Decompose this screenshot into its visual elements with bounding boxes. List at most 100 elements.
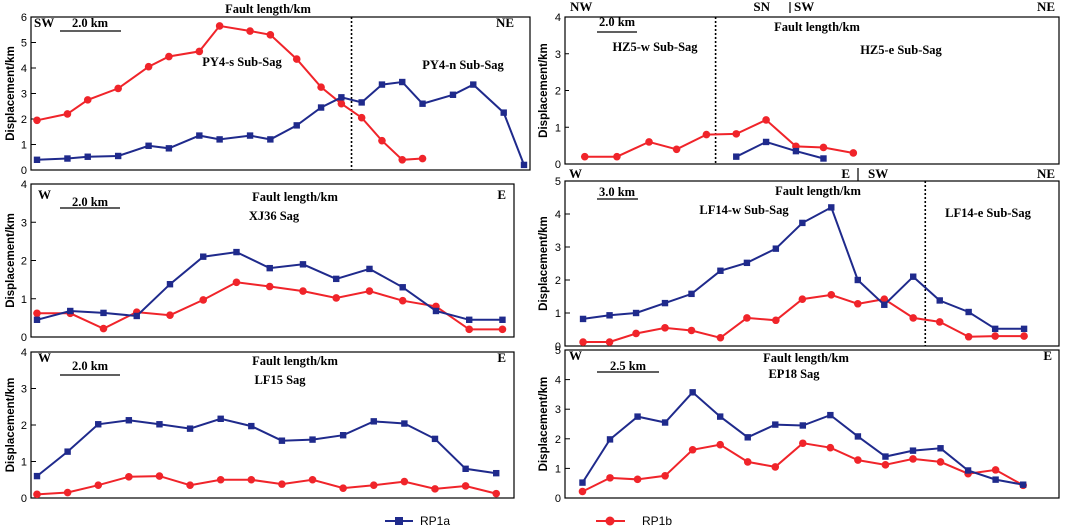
ep18-rp1a-point [744,434,751,441]
py4-rp1a-point [338,94,345,101]
ep18-ylabel: Displacement/km [538,377,550,472]
hz5-rp1b-point [580,152,589,161]
lf15-rp1a-point [339,432,347,439]
hz5-rp1b-point [762,116,770,124]
lf15-rp1b-point [125,473,133,481]
lf15-rp1b-point [369,481,378,490]
xj36-ytick-label: 3 [21,217,27,229]
py4-subsag-label: PY4-n Sub-Sag [422,58,504,72]
ep18-rp1a-point [606,436,614,443]
lf14-subsag-label: LF14-e Sub-Sag [945,206,1032,220]
py4-rp1a-point [500,109,507,116]
lf14-rp1a-point [1020,325,1028,333]
ep18-rp1a-point [909,447,917,454]
hz5-rp1b-point [672,145,681,154]
lf14-title: Fault length/km [775,184,861,198]
ep18-ytick-label: 2 [555,434,561,446]
py4-rp1b-point [114,84,122,93]
lf14-rp1b-point [880,295,889,303]
lf15-ytick-label: 4 [21,347,27,359]
legend: RP1a RP1b [385,514,672,528]
lf15-rp1b-point [461,482,470,490]
hz5-rp1b-point [819,143,828,152]
ep18-rp1b-point [936,458,945,466]
hz5-ytick-label: 1 [555,122,561,134]
lf15-rp1a-point [278,437,286,444]
py4-rp1b-point [63,110,72,118]
lf15-rp1b-point [155,472,164,480]
py4-rp1b-point [144,62,153,71]
lf14-rp1a-point [579,315,587,323]
lf15-rp1b-point [278,480,286,488]
xj36-rp1b-point [265,282,274,291]
ep18-rp1a-point [854,433,862,440]
lf15-direction-right: E [497,350,506,365]
ep18-rp1b-point [771,463,780,471]
lf15-ytick-label: 2 [21,420,27,432]
ep18-rp1b-point [633,475,642,484]
py4-rp1a-point [246,132,254,139]
panels: 0 1 2 3 4 5 6 Displacement/km Fault length/km 2.0… [5,0,1060,505]
lf15-ytick-label: 3 [21,384,27,396]
lf15-rp1b-line [36,475,497,496]
lf14-rp1a-point [881,301,888,308]
ep18-rp1b-point [743,458,752,466]
ep18-rp1a-point [689,389,696,396]
xj36-rp1b-point [99,324,108,333]
xj36-rp1a-point [333,275,340,283]
xj36-rp1b-point [365,287,374,295]
ep18-rp1a-point [661,419,669,426]
hz5-ylabel: Displacement/km [538,43,550,138]
py4-rp1a-point [165,145,173,152]
xj36-rp1b-point [166,311,174,319]
xj36-rp1a-point [299,261,307,268]
ep18-ytick-label: 4 [555,375,561,387]
py4-rp1a-point [64,155,71,162]
ep18-rp1b-point [826,443,835,452]
lf14-rp1b-point [935,318,944,326]
lf15-rp1a-point [125,417,133,424]
xj36-subsag-label: XJ36 Sag [249,209,300,223]
xj36-rp1b-point [33,309,41,318]
lf15-rp1a-point [33,472,41,480]
lf14-direction-left: W [569,166,582,181]
py4-rp1a-point [196,132,203,139]
hz5-rp1a-point [792,147,800,155]
xj36-rp1b-point [498,325,507,334]
ep18-rp1a-point [579,479,586,486]
ep18-rp1a-line [581,390,1024,486]
lf15-rp1a-point [370,418,377,425]
lf14-ytick-label: 2 [555,275,561,287]
hz5-subsag-label: HZ5-w Sub-Sag [612,40,698,54]
lf14-ytick-label: 4 [555,209,561,221]
py4-rp1b-point [195,47,204,56]
lf15-ytick-label: 1 [21,457,27,469]
lf15-rp1a-point [462,465,469,472]
hz5-scale-label: 2.0 km [599,15,636,29]
hz5-ytick-label: 3 [555,49,561,61]
xj36-rp1a-point [33,316,41,323]
lf14-rp1a-point [828,204,835,211]
lf14-rp1b-point [827,291,836,299]
ep18-rp1a-point [937,445,944,452]
hz5-rp1b-point [702,130,711,139]
lf14-rp1b-point [909,314,918,322]
lf14-rp1a-point [991,325,999,333]
py4-ytick-label: 2 [21,114,27,126]
ep18-rp1b-point [661,472,669,480]
xj36-rp1a-point [432,307,440,315]
ep18-direction-left: W [569,348,582,363]
panel-py4: 0 1 2 3 4 5 6 Displacement/km Fault length/km 2.0… [5,2,531,177]
lf15-rp1a-line [36,417,497,477]
lf15-rp1a-point [64,448,71,455]
lf15-rp1b-point [186,481,194,490]
lf14-ytick-label: 1 [555,308,561,320]
py4-ytick-label: 4 [21,63,27,75]
hz5-rp1b-point [849,149,858,157]
lf14-rp1b-point [579,338,587,346]
xj36-direction-right: E [497,187,506,202]
lf14-rp1a-point [632,309,640,317]
legend-rp1a-label: RP1a [420,514,450,528]
lf15-rp1a-point [493,469,500,477]
panel-ep18: 0 1 2 3 4 5 Displacement/km Fault length/km 2.5 … [538,345,1060,505]
